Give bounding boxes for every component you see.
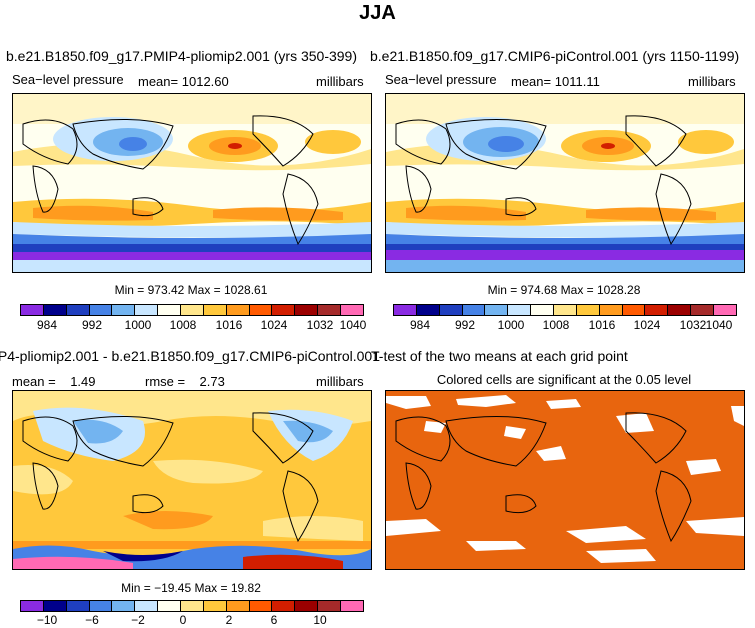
colorbar-swatch: [89, 601, 113, 611]
colorbar-swatch: [394, 305, 417, 315]
panel3-map: [12, 390, 372, 570]
colorbar-swatch: [181, 305, 204, 315]
colorbar-swatch: [668, 305, 692, 315]
colorbar-swatch: [531, 305, 555, 315]
colorbar-swatch: [462, 305, 486, 315]
colorbar-swatch: [158, 601, 182, 611]
colorbar-swatch: [135, 601, 159, 611]
colorbar-swatch: [226, 305, 250, 315]
panel4-subtitle: Colored cells are significant at the 0.0…: [436, 372, 692, 387]
colorbar-swatch: [295, 601, 319, 611]
panel1-variable: Sea−level pressure: [12, 72, 124, 87]
colorbar-swatch: [416, 305, 440, 315]
colorbar-swatch: [554, 305, 577, 315]
colorbar-abs-2: [393, 304, 737, 316]
colorbar-swatch: [135, 305, 159, 315]
colorbar-swatch: [272, 305, 296, 315]
colorbar-swatch: [158, 305, 182, 315]
colorbar-swatch: [181, 601, 204, 611]
colorbar-swatch: [21, 601, 44, 611]
colorbar-swatch: [341, 601, 363, 611]
figure-title: JJA: [359, 2, 396, 24]
colorbar-swatch: [485, 305, 509, 315]
colorbar-swatch: [203, 305, 227, 315]
panel1-units: millibars: [316, 74, 364, 89]
colorbar-swatch: [272, 601, 296, 611]
colorbar-swatch: [112, 601, 136, 611]
panel2-mean: mean= 1011.11: [511, 74, 600, 89]
panel3-mean: mean = 1.49: [12, 374, 96, 389]
panel1-stats: Min = 973.42 Max = 1028.61: [114, 283, 268, 297]
colorbar-swatch: [226, 601, 250, 611]
colorbar-swatch: [203, 601, 227, 611]
panel2-variable: Sea−level pressure: [385, 72, 497, 87]
panel1-map: [12, 93, 372, 273]
panel3-title: b.e21.B1850.f09_g17.PMIP4-pliomip2.001 -…: [0, 348, 380, 364]
colorbar-swatch: [43, 305, 67, 315]
colorbar-swatch: [249, 601, 273, 611]
colorbar-swatch: [318, 601, 342, 611]
panel2-title: b.e21.B1850.f09_g17.CMIP6-piControl.001 …: [370, 48, 740, 64]
panel1-mean: mean= 1012.60: [138, 74, 229, 89]
colorbar-swatch: [318, 305, 342, 315]
colorbar-swatch: [295, 305, 319, 315]
colorbar-swatch: [249, 305, 273, 315]
colorbar-swatch: [645, 305, 669, 315]
panel2-stats: Min = 974.68 Max = 1028.28: [487, 283, 641, 297]
colorbar-swatch: [622, 305, 646, 315]
colorbar-diff: [20, 600, 364, 612]
colorbar-abs-1: [20, 304, 364, 316]
colorbar-swatch: [89, 305, 113, 315]
colorbar-swatch: [341, 305, 363, 315]
panel3-rmse: rmse = 2.73: [145, 374, 225, 389]
ttest-field: [386, 391, 744, 569]
panel2-units: millibars: [688, 74, 736, 89]
colorbar-swatch: [43, 601, 67, 611]
colorbar-swatch: [508, 305, 532, 315]
colorbar-swatch: [714, 305, 736, 315]
colorbar-swatch: [691, 305, 715, 315]
colorbar-swatch: [439, 305, 463, 315]
panel2-map: [385, 93, 745, 273]
colorbar-swatch: [21, 305, 44, 315]
panel3-units: millibars: [316, 374, 364, 389]
panel4-title: T-test of the two means at each grid poi…: [371, 348, 628, 364]
colorbar-swatch: [66, 305, 90, 315]
panel1-title: b.e21.B1850.f09_g17.PMIP4-pliomip2.001 (…: [6, 48, 357, 64]
panel4-map: [385, 390, 745, 570]
colorbar-swatch: [66, 601, 90, 611]
colorbar-swatch: [576, 305, 600, 315]
colorbar-swatch: [112, 305, 136, 315]
panel3-stats: Min = −19.45 Max = 19.82: [121, 581, 261, 595]
colorbar-swatch: [599, 305, 623, 315]
